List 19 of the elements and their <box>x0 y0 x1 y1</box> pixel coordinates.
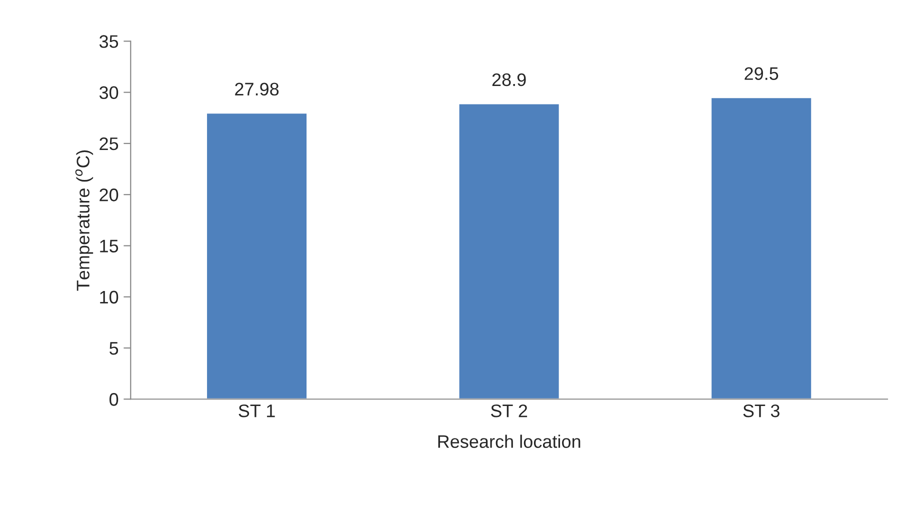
y-tick-label: 35 <box>99 35 118 48</box>
bar <box>206 112 308 400</box>
data-label: 29.5 <box>744 67 778 80</box>
y-tick-label: 25 <box>100 137 118 150</box>
y-tick-label: 5 <box>110 342 118 355</box>
bar <box>458 102 560 400</box>
x-axis-title: Research location <box>438 434 580 448</box>
y-tick-label: 30 <box>99 86 118 100</box>
x-tick-label: ST 3 <box>743 404 780 418</box>
x-tick-label: ST 2 <box>490 404 528 418</box>
bar <box>710 96 812 400</box>
y-tick-label: 15 <box>100 240 118 252</box>
y-axis-title: Temperature ($^{o}$C) <box>75 150 94 291</box>
y-tick-label: 10 <box>100 290 118 304</box>
data-label: 27.98 <box>235 82 279 96</box>
x-tick-label: ST 1 <box>238 404 275 418</box>
y-tick-label: 0 <box>110 393 118 406</box>
data-label: 28.9 <box>492 73 526 86</box>
y-tick-label: 20 <box>100 188 118 202</box>
